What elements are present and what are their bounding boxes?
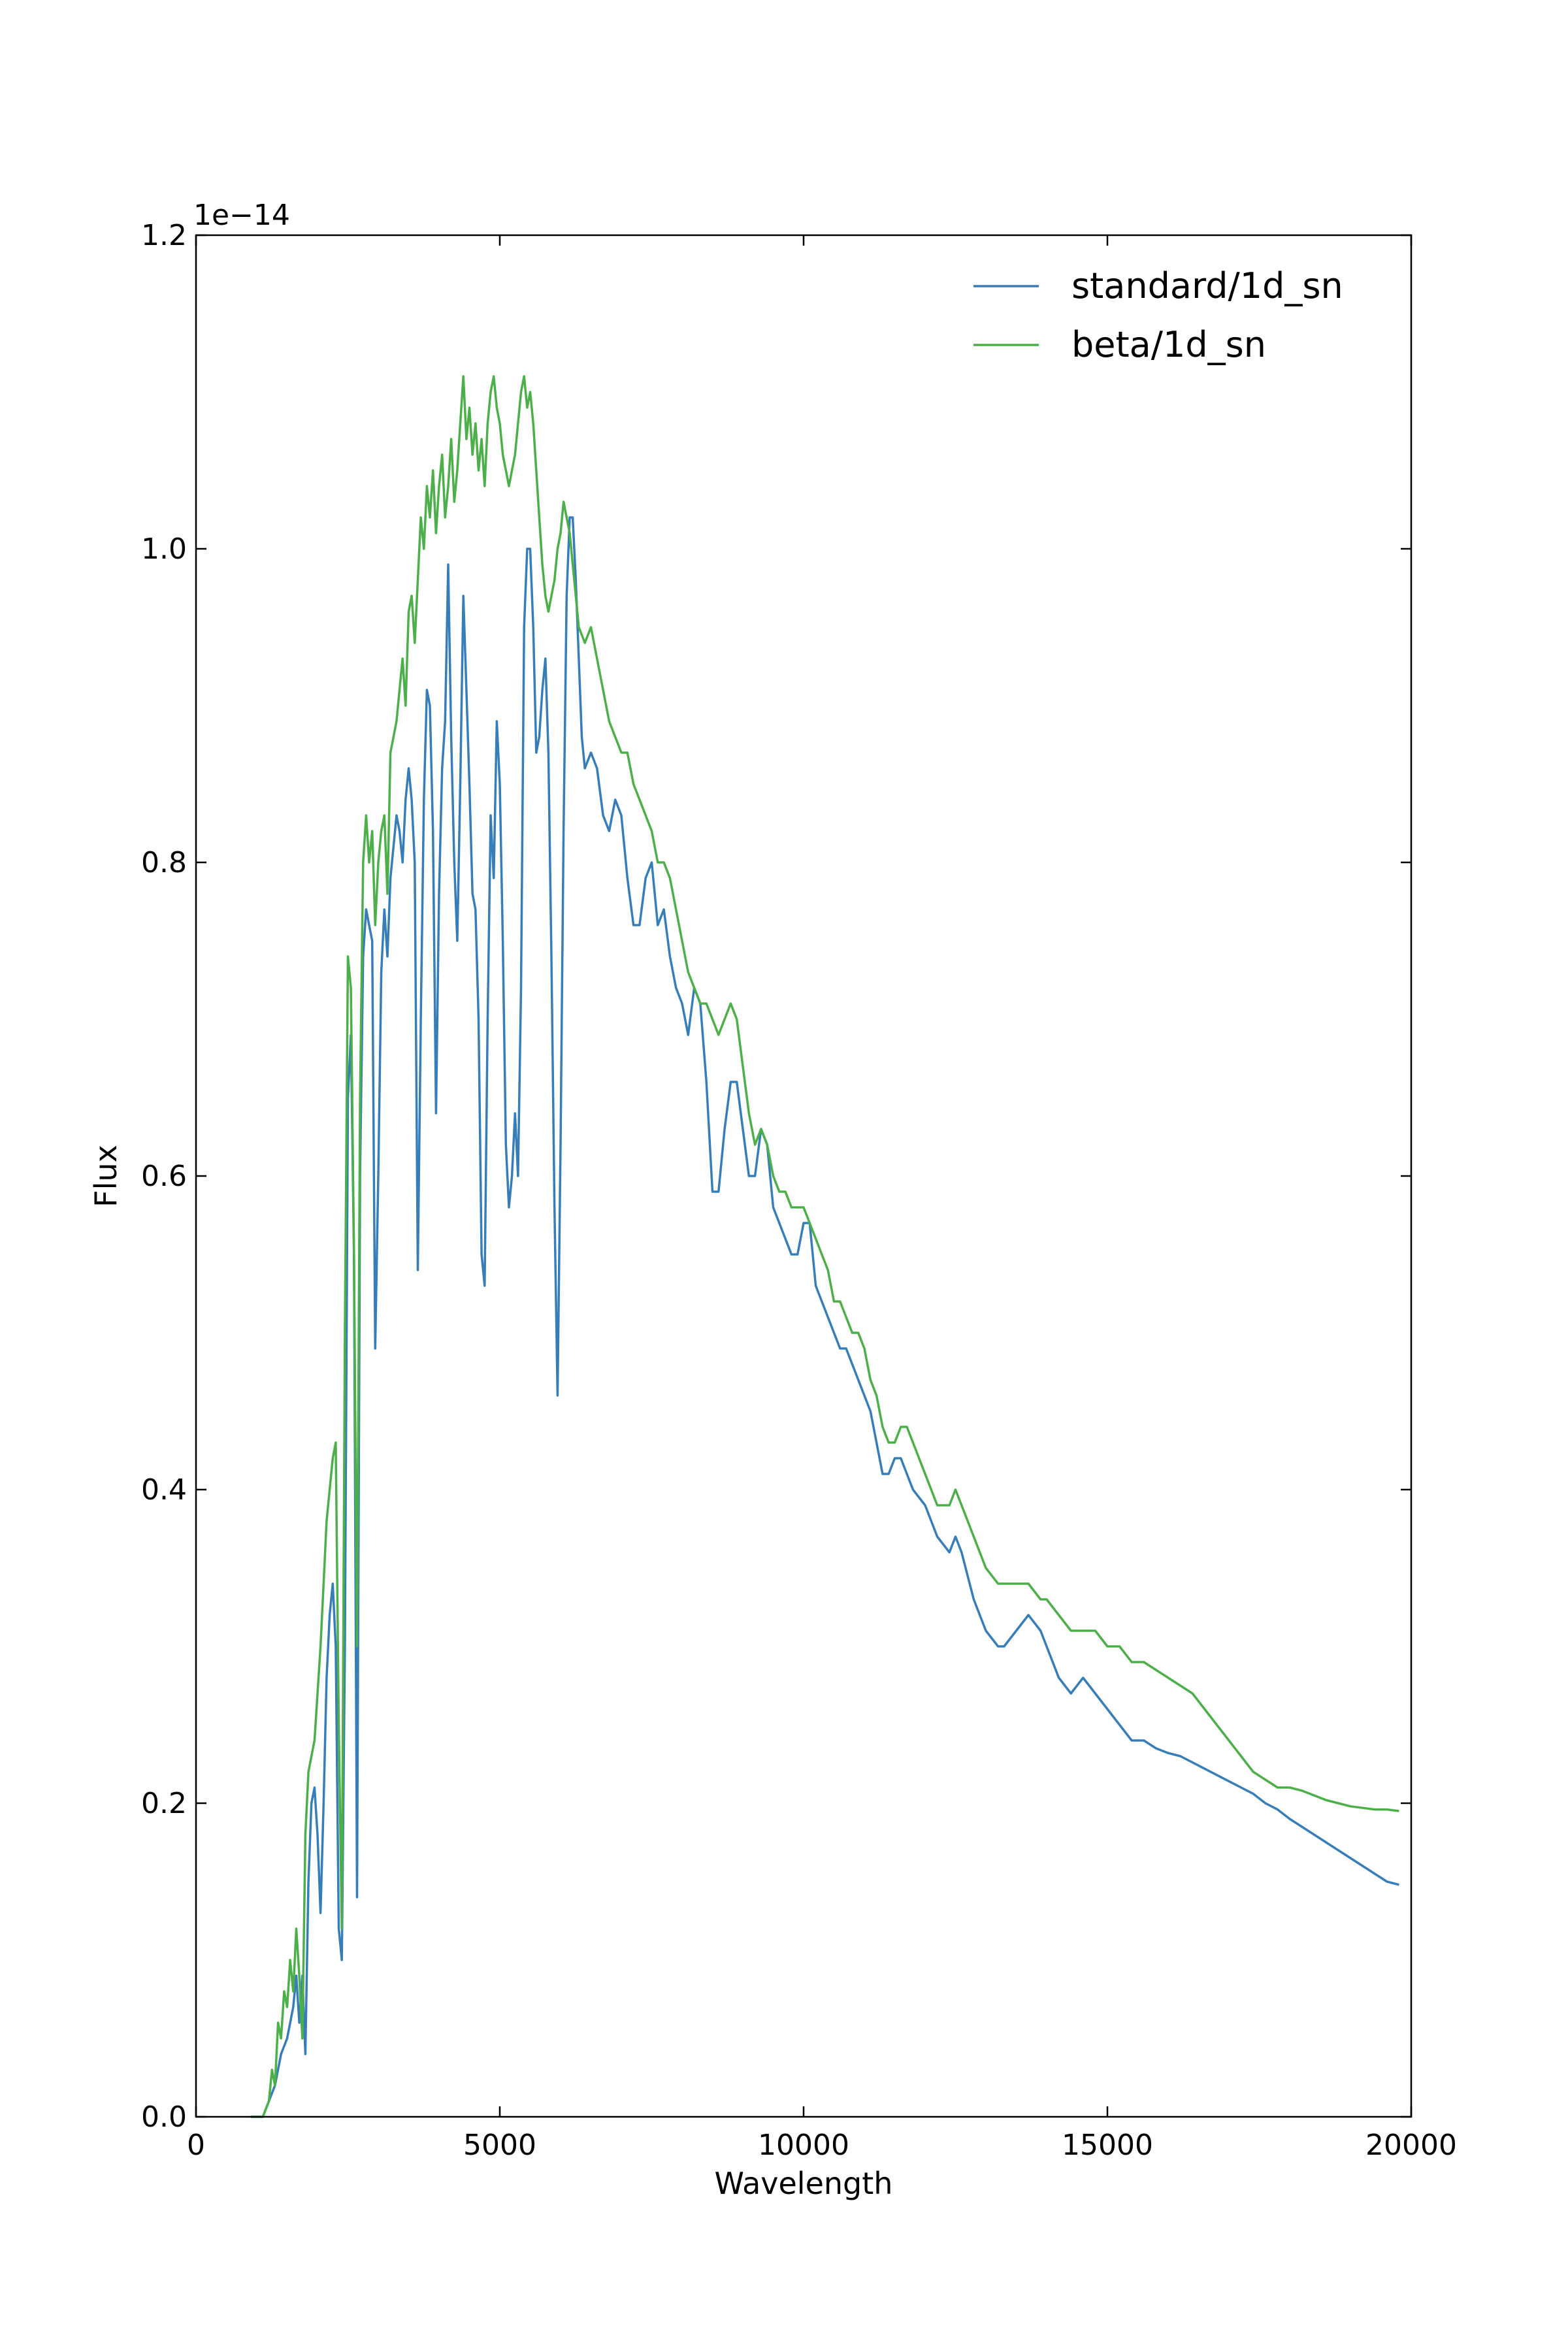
x-axis-ticks: 0 5000 10000 15000 20000 (187, 235, 1457, 2162)
x-tick-label: 5000 (463, 2129, 536, 2162)
legend: standard/1d_sn beta/1d_sn (973, 265, 1343, 365)
y-tick-label: 0.4 (141, 1473, 187, 1507)
y-tick-label: 1.2 (141, 219, 187, 252)
y-tick-label: 0.2 (141, 1787, 187, 1820)
y-axis-label: Flux (88, 1145, 123, 1207)
legend-label-standard: standard/1d_sn (1071, 265, 1343, 306)
series-line-0 (250, 516, 1399, 2118)
y-tick-label: 0.6 (141, 1160, 187, 1193)
series-layer (250, 375, 1399, 2118)
y-tick-label: 0.8 (141, 846, 187, 879)
y-tick-label: 0.0 (141, 2100, 187, 2134)
y-axis-ticks: 0.0 0.2 0.4 0.6 0.8 1.0 1.2 (141, 219, 1411, 2134)
y-tick-label: 1.0 (141, 532, 187, 566)
x-tick-label: 0 (187, 2129, 205, 2162)
x-tick-label: 10000 (758, 2129, 849, 2162)
y-offset-label: 1e−14 (193, 199, 290, 232)
legend-label-beta: beta/1d_sn (1071, 324, 1266, 365)
series-line-1 (250, 375, 1399, 2118)
x-axis-label: Wavelength (715, 2166, 893, 2201)
x-tick-label: 20000 (1365, 2129, 1457, 2162)
x-tick-label: 15000 (1062, 2129, 1153, 2162)
